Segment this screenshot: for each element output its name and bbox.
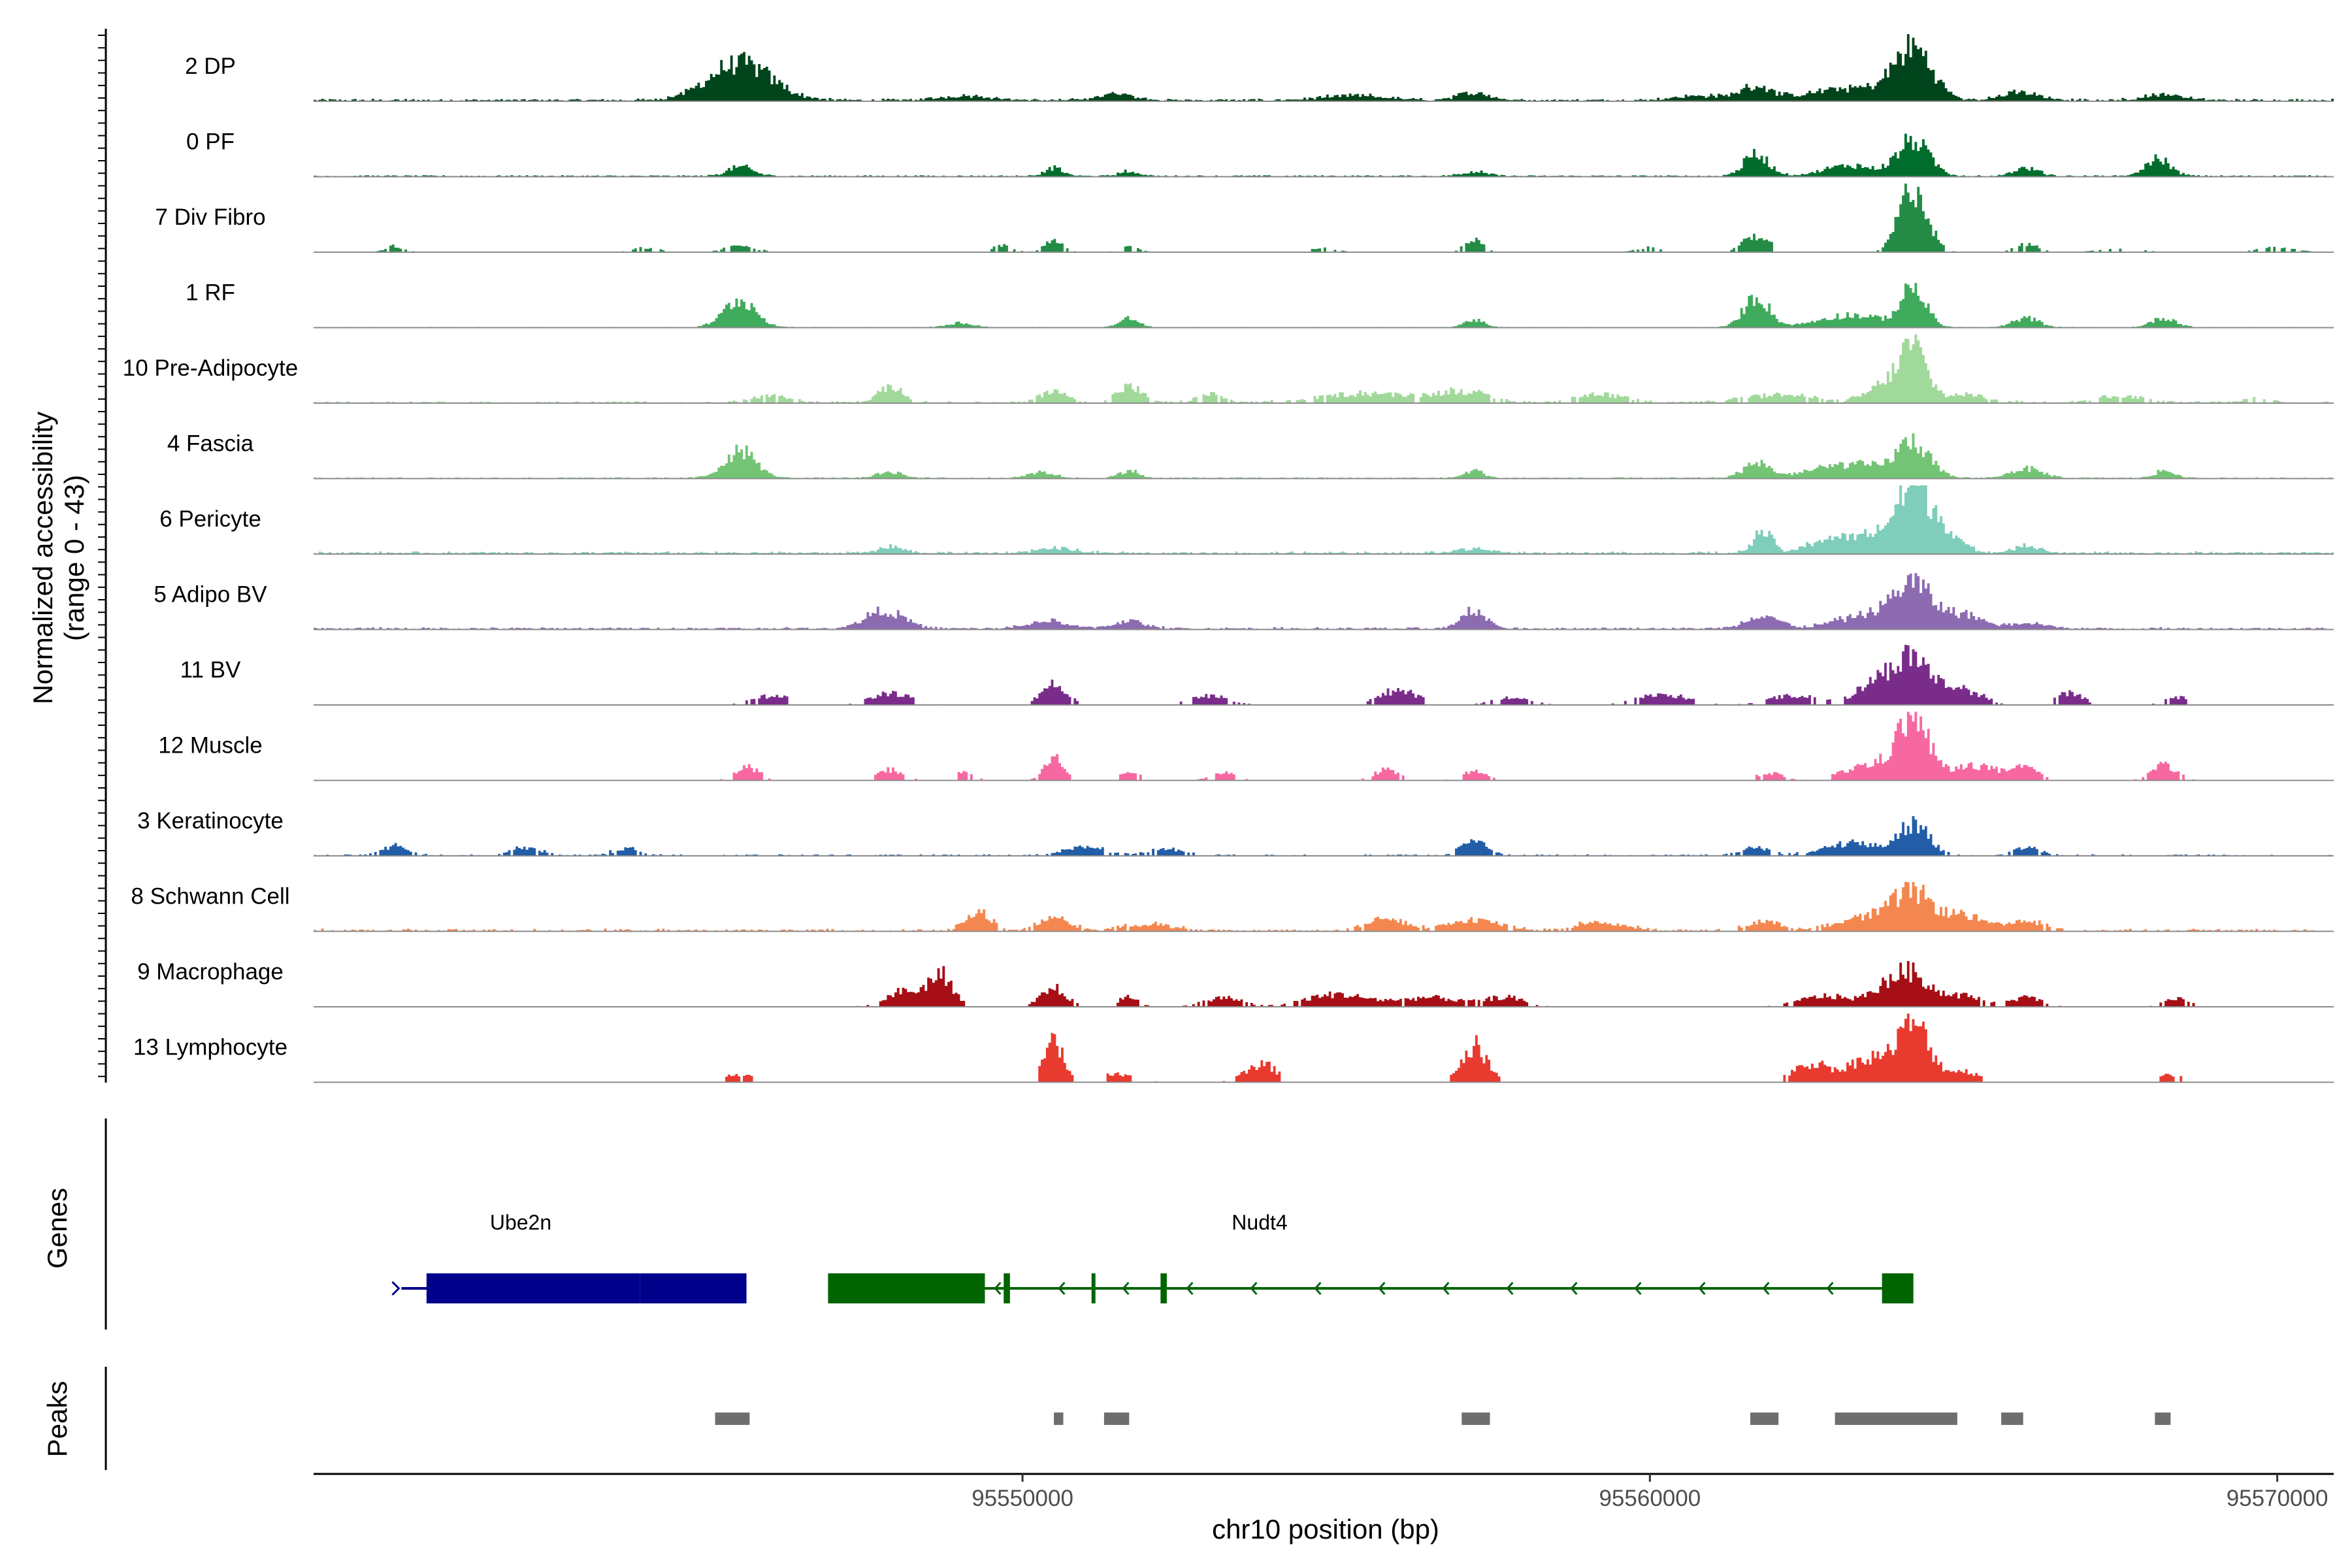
- coverage-area: [314, 184, 2334, 252]
- strand-arrow: [1186, 1282, 1194, 1295]
- peak-region: [2155, 1413, 2171, 1425]
- strand-arrow: [1122, 1282, 1130, 1295]
- peaks-panel: [105, 1367, 2171, 1470]
- strand-arrow: [1250, 1282, 1258, 1295]
- peak-region: [1103, 1413, 1130, 1425]
- track-label: 12 Muscle: [158, 733, 263, 759]
- strand-arrow: [866, 1282, 874, 1295]
- gene-label: Ube2n: [490, 1211, 551, 1234]
- gene-nudt4: Nudt4: [828, 1211, 1914, 1303]
- gene-exon: [1004, 1273, 1010, 1303]
- track-label: 2 DP: [185, 54, 236, 79]
- strand-arrow: [1058, 1282, 1066, 1295]
- x-tick-label: 95570000: [2227, 1486, 2328, 1511]
- peak-region: [1750, 1413, 1779, 1425]
- coverage-area: [314, 961, 2334, 1007]
- peak-region: [1054, 1413, 1064, 1425]
- strand-arrow: [994, 1282, 1002, 1295]
- x-tick-label: 95560000: [1599, 1486, 1701, 1511]
- coverage-area: [314, 433, 2334, 479]
- y-axis-label: Normalized accessibility: [27, 412, 58, 704]
- genes-panel: Ube2n Nudt4: [105, 1119, 1914, 1330]
- y-axis-ticks: [98, 35, 106, 1077]
- strand-arrow: [391, 1281, 400, 1296]
- strand-arrow: [1762, 1282, 1770, 1295]
- track-13-lymphocyte: 13 Lymphocyte: [133, 1013, 2334, 1083]
- strand-arrow: [1314, 1282, 1322, 1295]
- coverage-area: [314, 573, 2334, 630]
- gene-exon: [1091, 1273, 1096, 1303]
- track-label: 6 Pericyte: [159, 506, 261, 532]
- track-label: 0 PF: [186, 129, 235, 155]
- track-3-keratinocyte: 3 Keratinocyte: [137, 808, 2334, 857]
- track-0-pf: 0 PF: [186, 129, 2334, 178]
- strand-arrow: [1442, 1282, 1450, 1295]
- track-label: 3 Keratinocyte: [137, 808, 284, 834]
- coverage-area: [314, 485, 2334, 554]
- track-12-muscle: 12 Muscle: [158, 711, 2334, 781]
- gene-exon: [828, 1273, 985, 1303]
- x-axis-title: chr10 position (bp): [1212, 1514, 1439, 1544]
- track-label: 1 RF: [186, 280, 235, 306]
- track-label: 10 Pre-Adipocyte: [123, 355, 298, 381]
- track-1-rf: 1 RF: [186, 280, 2334, 329]
- track-6-pericyte: 6 Pericyte: [159, 485, 2334, 555]
- x-tick-label: 95550000: [972, 1486, 1073, 1511]
- track-2-dp: 2 DP: [185, 34, 2334, 102]
- strand-arrow: [1506, 1282, 1514, 1295]
- coverage-area: [314, 644, 2334, 705]
- strand-arrow: [930, 1282, 938, 1295]
- track-7-div-fibro: 7 Div Fibro: [155, 184, 2334, 253]
- track-label: 7 Div Fibro: [155, 204, 265, 230]
- peak-region: [1462, 1413, 1490, 1425]
- gene-exon: [426, 1273, 640, 1303]
- track-label: 11 BV: [180, 657, 241, 683]
- track-10-pre-adipocyte: 10 Pre-Adipocyte: [123, 335, 2334, 404]
- strand-arrow: [1570, 1282, 1578, 1295]
- strand-arrow: [1378, 1282, 1386, 1295]
- track-label: 13 Lymphocyte: [133, 1035, 287, 1060]
- coverage-area: [314, 881, 2334, 932]
- strand-arrow: [1634, 1282, 1642, 1295]
- coverage-area: [314, 335, 2334, 403]
- track-label: 4 Fascia: [167, 431, 254, 457]
- strand-arrow: [1826, 1282, 1834, 1295]
- track-label: 9 Macrophage: [137, 959, 284, 985]
- gene-exon: [640, 1273, 747, 1303]
- gene-exon: [1160, 1273, 1167, 1303]
- track-9-macrophage: 9 Macrophage: [137, 959, 2334, 1007]
- coverage-area: [314, 816, 2334, 856]
- track-5-adipo-bv: 5 Adipo BV: [154, 573, 2334, 630]
- gene-exon: [1882, 1273, 1914, 1303]
- track-label: 5 Adipo BV: [154, 582, 267, 608]
- coverage-area: [314, 133, 2334, 177]
- peak-region: [1835, 1413, 1957, 1425]
- track-4-fascia: 4 Fascia: [167, 431, 2334, 480]
- peaks-panel-label: Peaks: [42, 1381, 73, 1458]
- coverage-tracks: 2 DP 0 PF 7 Div Fibro 1 RF 10 Pre-Adipocyte 4…: [98, 29, 2334, 1083]
- track-11-bv: 11 BV: [180, 644, 2334, 706]
- coverage-area: [314, 711, 2334, 781]
- track-label: 8 Schwann Cell: [131, 884, 289, 909]
- strand-arrow: [1698, 1282, 1706, 1295]
- peak-region: [715, 1413, 750, 1425]
- genes-panel-label: Genes: [42, 1188, 73, 1269]
- track-8-schwann-cell: 8 Schwann Cell: [131, 881, 2334, 932]
- coverage-area: [314, 283, 2334, 328]
- gene-label: Nudt4: [1232, 1211, 1287, 1234]
- coverage-area: [314, 1013, 2334, 1083]
- gene-ube2n: Ube2n: [391, 1211, 747, 1303]
- x-axis: 95550000 95560000 95570000: [314, 1473, 2334, 1511]
- y-axis-label-range: (range 0 - 43): [59, 475, 90, 641]
- coverage-area: [314, 34, 2334, 101]
- peak-region: [2001, 1413, 2023, 1425]
